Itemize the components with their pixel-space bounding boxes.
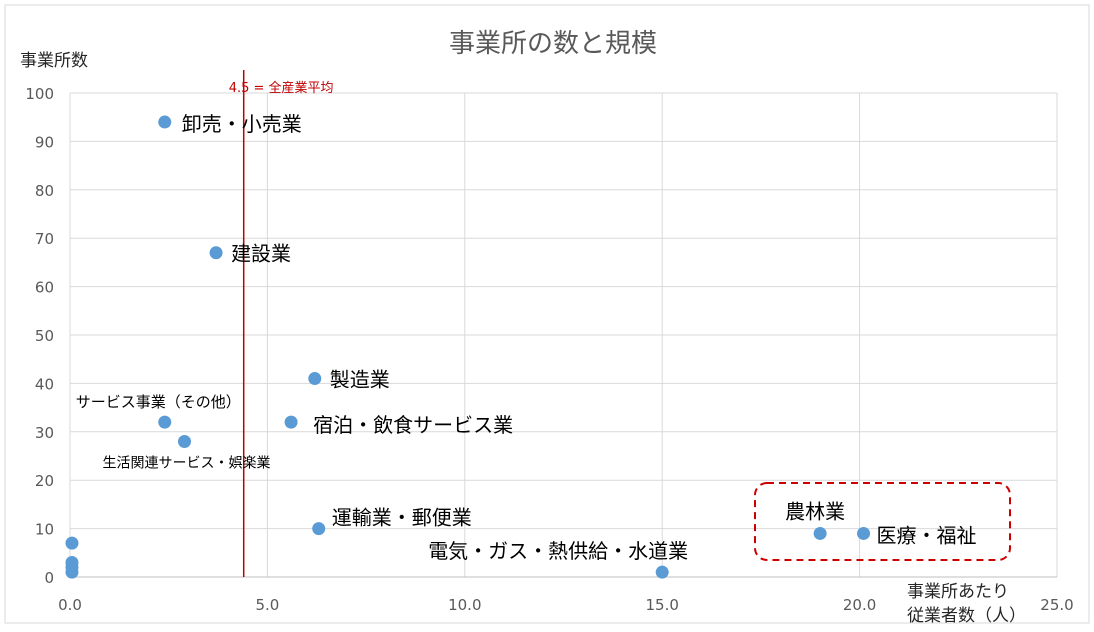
scatter-point — [284, 415, 298, 429]
scatter-point — [209, 246, 223, 260]
reference-line-group: 4.5 = 全産業平均 — [229, 70, 334, 577]
x-tick-label: 25.0 — [1040, 596, 1073, 614]
highlight-box — [754, 482, 1011, 561]
point-label: 製造業 — [330, 368, 390, 392]
scatter-point — [158, 415, 172, 429]
point-label: 運輸業・郵便業 — [332, 506, 472, 530]
highlight-group — [754, 482, 1011, 561]
y-axis-label: 事業所数 — [20, 51, 88, 71]
y-tick-label: 50 — [35, 327, 54, 345]
y-tick-label: 10 — [35, 521, 54, 539]
scatter-point — [308, 372, 322, 386]
gridlines — [69, 92, 1058, 578]
scatter-point — [857, 526, 871, 540]
point-label: 建設業 — [231, 242, 291, 266]
point-label: 生活関連サービス・娯楽業 — [102, 455, 270, 471]
point-label: 電気・ガス・熱供給・水道業 — [428, 539, 688, 563]
x-tick-label: 15.0 — [645, 596, 678, 614]
y-tick-label: 0 — [44, 569, 54, 587]
point-label: サービス事業（その他） — [76, 393, 241, 411]
y-tick-label: 60 — [35, 279, 54, 297]
x-tick-label: 10.0 — [448, 596, 481, 614]
y-tick-label: 80 — [35, 182, 54, 200]
point-label: 農林業 — [785, 499, 845, 523]
point-label: 医療・福祉 — [877, 523, 977, 547]
scatter-point — [312, 522, 326, 536]
chart-border — [4, 4, 1090, 624]
x-tick-label: 0.0 — [58, 596, 82, 614]
y-tick-label: 20 — [35, 472, 54, 490]
y-tick-label: 100 — [25, 85, 54, 103]
scatter-point — [65, 565, 79, 579]
reference-line-label: 4.5 = 全産業平均 — [229, 80, 334, 96]
scatter-point — [158, 115, 172, 129]
scatter-point — [177, 434, 191, 448]
y-tick-label: 70 — [35, 230, 54, 248]
data-points — [65, 115, 871, 579]
y-tick-label: 90 — [35, 133, 54, 151]
scatter-point — [65, 536, 79, 550]
chart-title: 事業所の数と規模 — [449, 29, 657, 59]
scatter-point — [655, 565, 669, 579]
point-label: 卸売・小売業 — [182, 112, 302, 136]
x-axis-label-line1: 事業所あたり — [907, 582, 1009, 602]
point-label: 宿泊・飲食サービス業 — [313, 413, 513, 437]
scatter-point — [813, 526, 827, 540]
x-tick-label: 20.0 — [843, 596, 876, 614]
y-tick-labels: 0 10 20 30 40 50 60 70 80 90 100 — [25, 85, 54, 587]
x-tick-label: 5.0 — [255, 596, 279, 614]
y-tick-label: 40 — [35, 375, 54, 393]
x-axis-label-line2: 従業者数（人） — [907, 606, 1026, 626]
x-tick-labels: 0.0 5.0 10.0 15.0 20.0 25.0 — [58, 596, 1074, 614]
y-tick-label: 30 — [35, 424, 54, 442]
